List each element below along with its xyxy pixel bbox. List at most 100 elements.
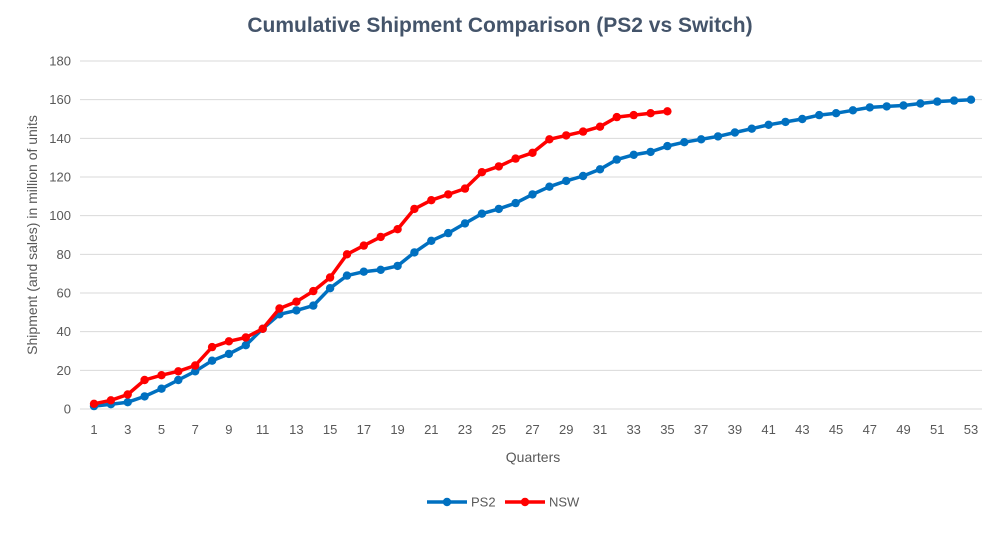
data-point-ps2 xyxy=(460,219,470,228)
data-point-ps2 xyxy=(157,384,166,393)
data-point-nsw xyxy=(191,361,200,370)
legend-item-nsw: NSW xyxy=(505,495,580,510)
x-tick-label: 45 xyxy=(829,422,843,437)
data-point-nsw xyxy=(224,337,234,346)
data-point-nsw xyxy=(427,196,436,205)
data-point-ps2 xyxy=(798,114,807,124)
data-point-nsw xyxy=(309,286,318,296)
data-point-ps2 xyxy=(545,182,554,191)
gridlines xyxy=(80,60,982,410)
data-point-nsw xyxy=(612,112,621,122)
y-tick-label: 40 xyxy=(57,324,71,339)
data-point-nsw xyxy=(444,190,453,199)
x-tick-label: 15 xyxy=(323,422,337,437)
data-point-ps2 xyxy=(713,132,723,141)
data-point-nsw xyxy=(629,110,638,120)
legend-swatch-marker xyxy=(520,497,530,507)
data-point-nsw xyxy=(359,241,368,250)
data-point-nsw xyxy=(292,297,301,306)
data-point-ps2 xyxy=(815,110,824,120)
data-point-ps2 xyxy=(916,99,925,108)
data-point-nsw xyxy=(393,225,402,234)
data-point-nsw xyxy=(663,107,672,116)
data-point-ps2 xyxy=(174,375,183,385)
y-tick-label: 60 xyxy=(57,286,71,301)
data-point-ps2 xyxy=(292,306,301,315)
data-point-ps2 xyxy=(528,190,537,199)
x-tick-label: 13 xyxy=(289,422,303,437)
data-point-ps2 xyxy=(207,356,217,365)
legend-label: PS2 xyxy=(471,495,496,510)
series-nsw xyxy=(89,107,672,408)
data-point-nsw xyxy=(494,162,503,171)
x-tick-label: 37 xyxy=(694,422,708,437)
data-point-nsw xyxy=(157,371,166,380)
data-point-nsw xyxy=(89,399,99,408)
data-point-nsw xyxy=(123,390,132,399)
data-point-nsw xyxy=(275,304,284,313)
x-tick-label: 29 xyxy=(559,422,573,437)
x-tick-label: 51 xyxy=(930,422,944,437)
data-point-ps2 xyxy=(781,117,790,127)
data-point-nsw xyxy=(241,333,250,342)
data-point-nsw xyxy=(342,250,352,259)
data-point-ps2 xyxy=(848,106,858,115)
x-tick-label: 11 xyxy=(256,422,270,437)
data-point-nsw xyxy=(460,184,470,193)
x-tick-label: 49 xyxy=(896,422,910,437)
series-line-ps2 xyxy=(92,97,973,408)
data-point-ps2 xyxy=(191,367,200,376)
series-line-nsw xyxy=(92,109,670,406)
legend: PS2 NSW xyxy=(427,495,580,510)
data-point-ps2 xyxy=(663,141,672,151)
data-point-ps2 xyxy=(562,176,571,186)
data-point-ps2 xyxy=(123,398,132,407)
data-point-ps2 xyxy=(309,301,318,310)
y-tick-label: 160 xyxy=(49,92,71,107)
data-point-ps2 xyxy=(730,128,740,137)
data-point-ps2 xyxy=(966,95,976,104)
y-tick-label: 80 xyxy=(57,247,71,262)
x-axis-label: Quarters xyxy=(506,449,560,465)
data-point-nsw xyxy=(140,375,149,385)
data-point-ps2 xyxy=(646,147,655,157)
y-axis-ticks: 0 20 40 60 80 100 120 140 160 180 xyxy=(49,54,71,417)
data-point-nsw xyxy=(646,109,655,118)
y-tick-label: 100 xyxy=(49,208,71,223)
y-tick-label: 180 xyxy=(49,54,71,69)
x-tick-label: 53 xyxy=(964,422,978,437)
data-point-ps2 xyxy=(410,248,419,257)
data-point-nsw xyxy=(410,204,419,214)
data-point-ps2 xyxy=(477,209,487,218)
data-point-nsw xyxy=(511,154,520,163)
legend-item-ps2: PS2 xyxy=(427,495,496,510)
data-point-ps2 xyxy=(359,267,368,276)
x-tick-label: 39 xyxy=(728,422,742,437)
data-point-ps2 xyxy=(376,265,385,274)
data-point-ps2 xyxy=(764,120,773,129)
data-point-nsw xyxy=(207,342,217,352)
data-point-nsw xyxy=(325,273,335,282)
data-point-ps2 xyxy=(595,165,605,174)
x-tick-label: 3 xyxy=(124,422,131,437)
data-point-ps2 xyxy=(224,349,234,359)
data-point-ps2 xyxy=(427,236,436,245)
y-tick-label: 140 xyxy=(49,131,71,146)
data-point-nsw xyxy=(595,122,605,131)
legend-label: NSW xyxy=(549,495,580,510)
y-tick-label: 0 xyxy=(64,402,71,417)
x-tick-label: 41 xyxy=(761,422,775,437)
x-tick-label: 35 xyxy=(660,422,674,437)
data-point-nsw xyxy=(174,367,183,376)
data-point-ps2 xyxy=(629,150,638,159)
x-tick-label: 17 xyxy=(357,422,371,437)
x-tick-label: 33 xyxy=(626,422,640,437)
data-point-nsw xyxy=(258,324,267,333)
data-point-ps2 xyxy=(949,96,959,105)
data-point-ps2 xyxy=(933,97,942,106)
data-point-ps2 xyxy=(241,341,250,350)
data-point-ps2 xyxy=(612,155,621,164)
x-tick-label: 27 xyxy=(525,422,539,437)
data-point-ps2 xyxy=(140,392,149,401)
x-tick-label: 19 xyxy=(390,422,404,437)
